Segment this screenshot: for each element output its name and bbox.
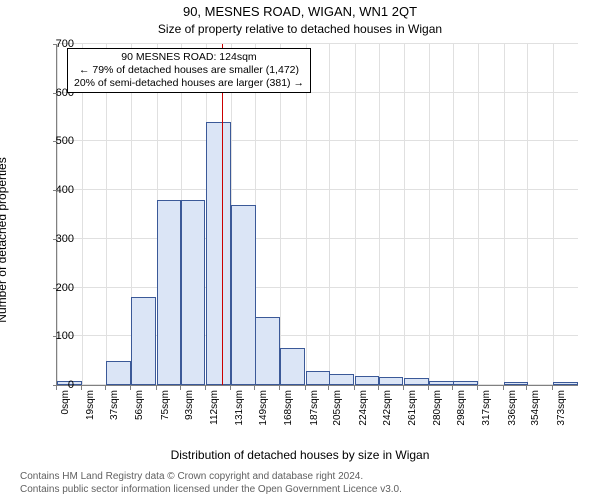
gridline-h — [57, 43, 578, 44]
x-tick-mark — [56, 386, 57, 390]
gridline-v — [404, 44, 405, 385]
gridline-v — [82, 44, 83, 385]
y-tick-mark — [53, 190, 57, 191]
x-tick-label: 131sqm — [234, 390, 245, 426]
x-tick-mark — [180, 386, 181, 390]
gridline-v — [106, 44, 107, 385]
x-tick-label: 168sqm — [283, 390, 294, 426]
histogram-bar — [453, 381, 478, 385]
histogram-bar — [404, 378, 429, 385]
histogram-bar — [231, 205, 256, 385]
x-axis-label: Distribution of detached houses by size … — [0, 448, 600, 462]
x-tick-label: 280sqm — [432, 390, 443, 426]
x-tick-mark — [403, 386, 404, 390]
y-tick-mark — [53, 288, 57, 289]
y-tick-mark — [53, 93, 57, 94]
x-tick-mark — [354, 386, 355, 390]
gridline-v — [527, 44, 528, 385]
x-tick-label: 112sqm — [209, 390, 220, 425]
gridline-h — [57, 287, 578, 288]
histogram-bar — [157, 200, 182, 385]
marker-line — [222, 44, 223, 385]
x-tick-mark — [254, 386, 255, 390]
gridline-v — [453, 44, 454, 385]
x-tick-label: 317sqm — [481, 390, 492, 426]
gridline-v — [355, 44, 356, 385]
histogram-bar — [131, 297, 156, 385]
x-tick-mark — [526, 386, 527, 390]
gridline-v — [306, 44, 307, 385]
gridline-h — [57, 140, 578, 141]
histogram-bar — [379, 377, 404, 385]
histogram-bar — [504, 382, 529, 385]
x-tick-mark — [378, 386, 379, 390]
annotation-line2: ← 79% of detached houses are smaller (1,… — [74, 64, 304, 77]
x-tick-mark — [305, 386, 306, 390]
x-tick-mark — [428, 386, 429, 390]
gridline-h — [57, 189, 578, 190]
x-tick-label: 336sqm — [507, 390, 518, 426]
gridline-v — [478, 44, 479, 385]
y-tick-mark — [53, 336, 57, 337]
gridline-v — [379, 44, 380, 385]
annotation-line3: 20% of semi-detached houses are larger (… — [74, 77, 304, 90]
histogram-bar — [355, 376, 380, 385]
x-tick-mark — [503, 386, 504, 390]
footer-line2: Contains public sector information licen… — [20, 484, 402, 497]
x-tick-label: 37sqm — [109, 390, 120, 420]
x-tick-mark — [130, 386, 131, 390]
histogram-bar — [280, 348, 305, 385]
gridline-h — [57, 238, 578, 239]
gridline-v — [504, 44, 505, 385]
x-tick-label: 373sqm — [556, 390, 567, 426]
annotation-line1: 90 MESNES ROAD: 124sqm — [74, 51, 304, 64]
x-tick-mark — [205, 386, 206, 390]
chart-title-main: 90, MESNES ROAD, WIGAN, WN1 2QT — [0, 4, 600, 19]
y-tick-mark — [53, 141, 57, 142]
x-tick-label: 0sqm — [60, 390, 71, 414]
x-tick-label: 354sqm — [530, 390, 541, 426]
x-tick-label: 93sqm — [184, 390, 195, 420]
histogram-bar — [181, 200, 206, 385]
y-tick-mark — [53, 239, 57, 240]
footer: Contains HM Land Registry data © Crown c… — [20, 471, 402, 496]
x-tick-mark — [328, 386, 329, 390]
histogram-bar — [329, 374, 354, 385]
x-tick-mark — [552, 386, 553, 390]
gridline-v — [429, 44, 430, 385]
x-tick-mark — [452, 386, 453, 390]
x-tick-mark — [105, 386, 106, 390]
y-tick-mark — [53, 44, 57, 45]
footer-line1: Contains HM Land Registry data © Crown c… — [20, 471, 402, 484]
x-tick-label: 261sqm — [407, 390, 418, 426]
x-tick-mark — [477, 386, 478, 390]
histogram-bar — [306, 371, 331, 385]
x-tick-label: 205sqm — [332, 390, 343, 426]
x-tick-label: 149sqm — [258, 390, 269, 426]
x-tick-label: 242sqm — [382, 390, 393, 426]
x-tick-label: 224sqm — [358, 390, 369, 426]
histogram-bar — [553, 382, 578, 385]
x-tick-mark — [230, 386, 231, 390]
x-tick-label: 19sqm — [85, 390, 96, 420]
x-tick-label: 56sqm — [134, 390, 145, 420]
chart-title-sub: Size of property relative to detached ho… — [0, 22, 600, 36]
gridline-v — [329, 44, 330, 385]
annotation-box: 90 MESNES ROAD: 124sqm ← 79% of detached… — [67, 48, 311, 93]
histogram-bar — [255, 317, 280, 385]
histogram-bar — [106, 361, 131, 385]
x-tick-mark — [81, 386, 82, 390]
histogram-bar — [429, 381, 454, 385]
gridline-v — [553, 44, 554, 385]
gridline-v — [280, 44, 281, 385]
chart-container: 90, MESNES ROAD, WIGAN, WN1 2QT Size of … — [0, 0, 600, 500]
x-tick-label: 298sqm — [456, 390, 467, 426]
x-tick-label: 187sqm — [309, 390, 320, 426]
x-tick-mark — [279, 386, 280, 390]
histogram-bar — [206, 122, 231, 385]
x-tick-mark — [156, 386, 157, 390]
plot-area — [56, 44, 578, 386]
x-tick-label: 75sqm — [160, 390, 171, 420]
